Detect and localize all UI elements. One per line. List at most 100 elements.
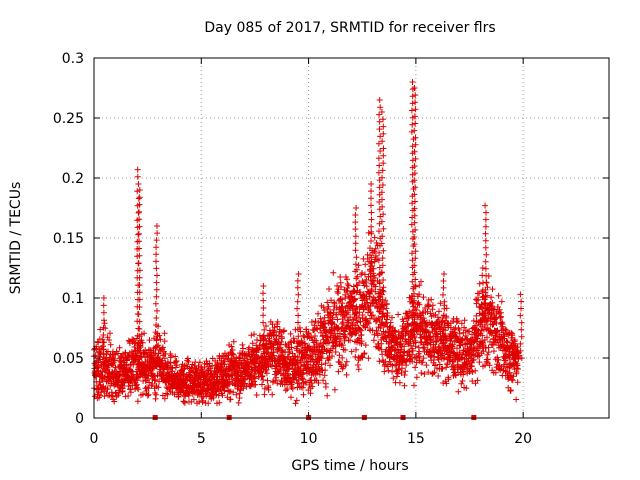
data-point	[469, 357, 476, 364]
data-point	[228, 343, 235, 350]
data-point	[361, 350, 368, 357]
data-point	[411, 333, 418, 339]
data-point	[141, 368, 148, 375]
data-point	[460, 368, 467, 375]
data-point	[292, 353, 299, 360]
data-point	[251, 371, 258, 378]
data-point	[380, 160, 387, 167]
data-point	[261, 356, 268, 363]
data-point	[498, 298, 505, 305]
data-point	[401, 343, 408, 350]
data-point	[396, 379, 403, 386]
data-point	[427, 310, 434, 317]
data-point	[482, 216, 489, 223]
data-point	[412, 99, 419, 106]
data-point	[347, 337, 354, 344]
data-point	[274, 318, 281, 325]
data-point	[153, 315, 160, 321]
y-tick-label: 0.3	[62, 51, 84, 67]
data-point	[379, 291, 385, 298]
data-point	[441, 333, 448, 340]
data-point	[275, 333, 282, 339]
data-point	[260, 377, 267, 383]
data-point	[439, 365, 446, 372]
data-point	[517, 291, 524, 298]
data-point	[429, 302, 436, 309]
data-point	[295, 291, 302, 298]
data-point	[458, 380, 465, 387]
data-point	[376, 162, 383, 169]
data-point	[367, 309, 374, 315]
data-point	[472, 322, 479, 329]
data-point	[454, 318, 461, 324]
data-point	[416, 301, 423, 308]
data-point	[136, 194, 143, 201]
data-point	[483, 272, 490, 279]
data-point	[411, 148, 418, 155]
data-point	[153, 286, 160, 293]
data-point	[506, 369, 513, 376]
data-point	[324, 299, 331, 306]
data-point	[451, 329, 458, 336]
data-point	[329, 353, 335, 360]
data-point	[412, 343, 419, 350]
data-point	[390, 375, 397, 382]
data-point	[368, 188, 374, 195]
data-point	[518, 305, 524, 312]
data-point	[239, 341, 246, 348]
data-point	[412, 364, 419, 371]
data-point	[483, 251, 490, 258]
data-point	[416, 353, 423, 360]
data-point	[412, 155, 419, 162]
data-point	[388, 343, 395, 350]
plot-frame	[93, 57, 610, 419]
data-point	[379, 167, 386, 174]
data-point	[515, 352, 522, 359]
data-point	[376, 279, 383, 286]
data-point	[393, 373, 400, 380]
data-point	[152, 376, 159, 383]
data-point	[411, 177, 418, 184]
data-point	[503, 338, 510, 345]
data-point	[287, 330, 294, 337]
data-point	[344, 309, 351, 316]
data-point	[409, 79, 416, 85]
data-point	[282, 387, 289, 394]
data-point	[518, 333, 525, 340]
data-point	[352, 226, 359, 233]
data-point	[357, 318, 364, 325]
data-point	[136, 267, 143, 274]
data-point	[135, 260, 142, 267]
data-point	[252, 375, 259, 382]
data-point	[486, 362, 493, 369]
data-point	[98, 372, 105, 378]
data-point	[475, 296, 482, 303]
data-point	[379, 320, 386, 327]
data-point	[146, 379, 153, 386]
grid	[94, 58, 609, 418]
data-point	[260, 283, 267, 289]
data-point	[368, 195, 374, 202]
data-point	[261, 326, 268, 333]
data-point	[384, 312, 391, 319]
data-point	[342, 347, 349, 353]
data-point	[294, 284, 301, 291]
data-point	[342, 362, 349, 369]
data-point	[495, 292, 502, 299]
data-point	[380, 225, 387, 232]
data-point	[365, 229, 372, 236]
data-point	[518, 319, 525, 326]
data-point	[295, 271, 302, 277]
data-point	[476, 310, 483, 317]
data-point	[456, 349, 463, 356]
x-tick-label: 5	[197, 431, 206, 447]
data-point	[264, 377, 271, 384]
data-point	[153, 265, 160, 272]
data-point	[100, 302, 107, 309]
data-point	[406, 308, 413, 315]
data-point	[337, 340, 343, 347]
data-point	[347, 314, 354, 321]
data-point	[323, 348, 330, 355]
data-point	[301, 362, 308, 369]
data-point	[111, 398, 118, 405]
